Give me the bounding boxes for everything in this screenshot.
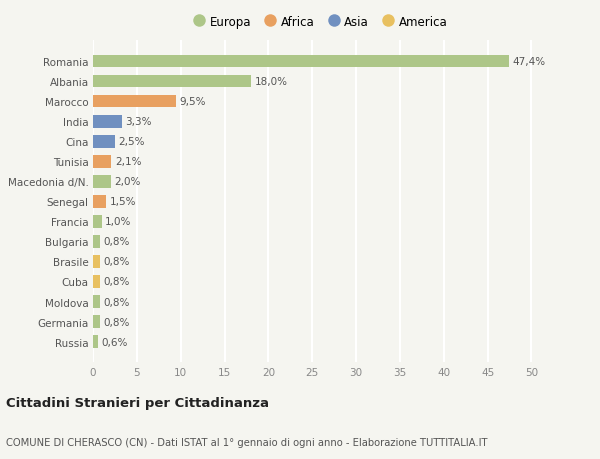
Bar [93, 96, 176, 108]
Legend: Europa, Africa, Asia, America: Europa, Africa, Asia, America [191, 12, 451, 32]
Text: 18,0%: 18,0% [254, 77, 287, 87]
Text: 3,3%: 3,3% [125, 117, 152, 127]
Text: COMUNE DI CHERASCO (CN) - Dati ISTAT al 1° gennaio di ogni anno - Elaborazione T: COMUNE DI CHERASCO (CN) - Dati ISTAT al … [6, 437, 487, 447]
Text: 0,8%: 0,8% [104, 297, 130, 307]
Text: 0,8%: 0,8% [104, 317, 130, 327]
Bar [93, 296, 100, 308]
Text: 0,8%: 0,8% [104, 277, 130, 287]
Bar [93, 116, 122, 128]
Bar [93, 236, 100, 248]
Text: 1,5%: 1,5% [110, 197, 136, 207]
Bar [93, 176, 110, 188]
Bar [93, 196, 106, 208]
Bar [93, 256, 100, 268]
Bar [93, 136, 115, 148]
Text: 2,5%: 2,5% [118, 137, 145, 147]
Text: 0,6%: 0,6% [102, 337, 128, 347]
Text: 2,0%: 2,0% [114, 177, 140, 187]
Bar [93, 316, 100, 328]
Bar [93, 56, 509, 68]
Bar [93, 156, 112, 168]
Text: 47,4%: 47,4% [512, 57, 545, 67]
Text: 2,1%: 2,1% [115, 157, 142, 167]
Bar [93, 276, 100, 288]
Text: 9,5%: 9,5% [180, 97, 206, 107]
Text: 0,8%: 0,8% [104, 237, 130, 247]
Text: 1,0%: 1,0% [105, 217, 131, 227]
Bar [93, 336, 98, 348]
Bar [93, 216, 102, 228]
Text: Cittadini Stranieri per Cittadinanza: Cittadini Stranieri per Cittadinanza [6, 396, 269, 409]
Text: 0,8%: 0,8% [104, 257, 130, 267]
Bar [93, 76, 251, 88]
